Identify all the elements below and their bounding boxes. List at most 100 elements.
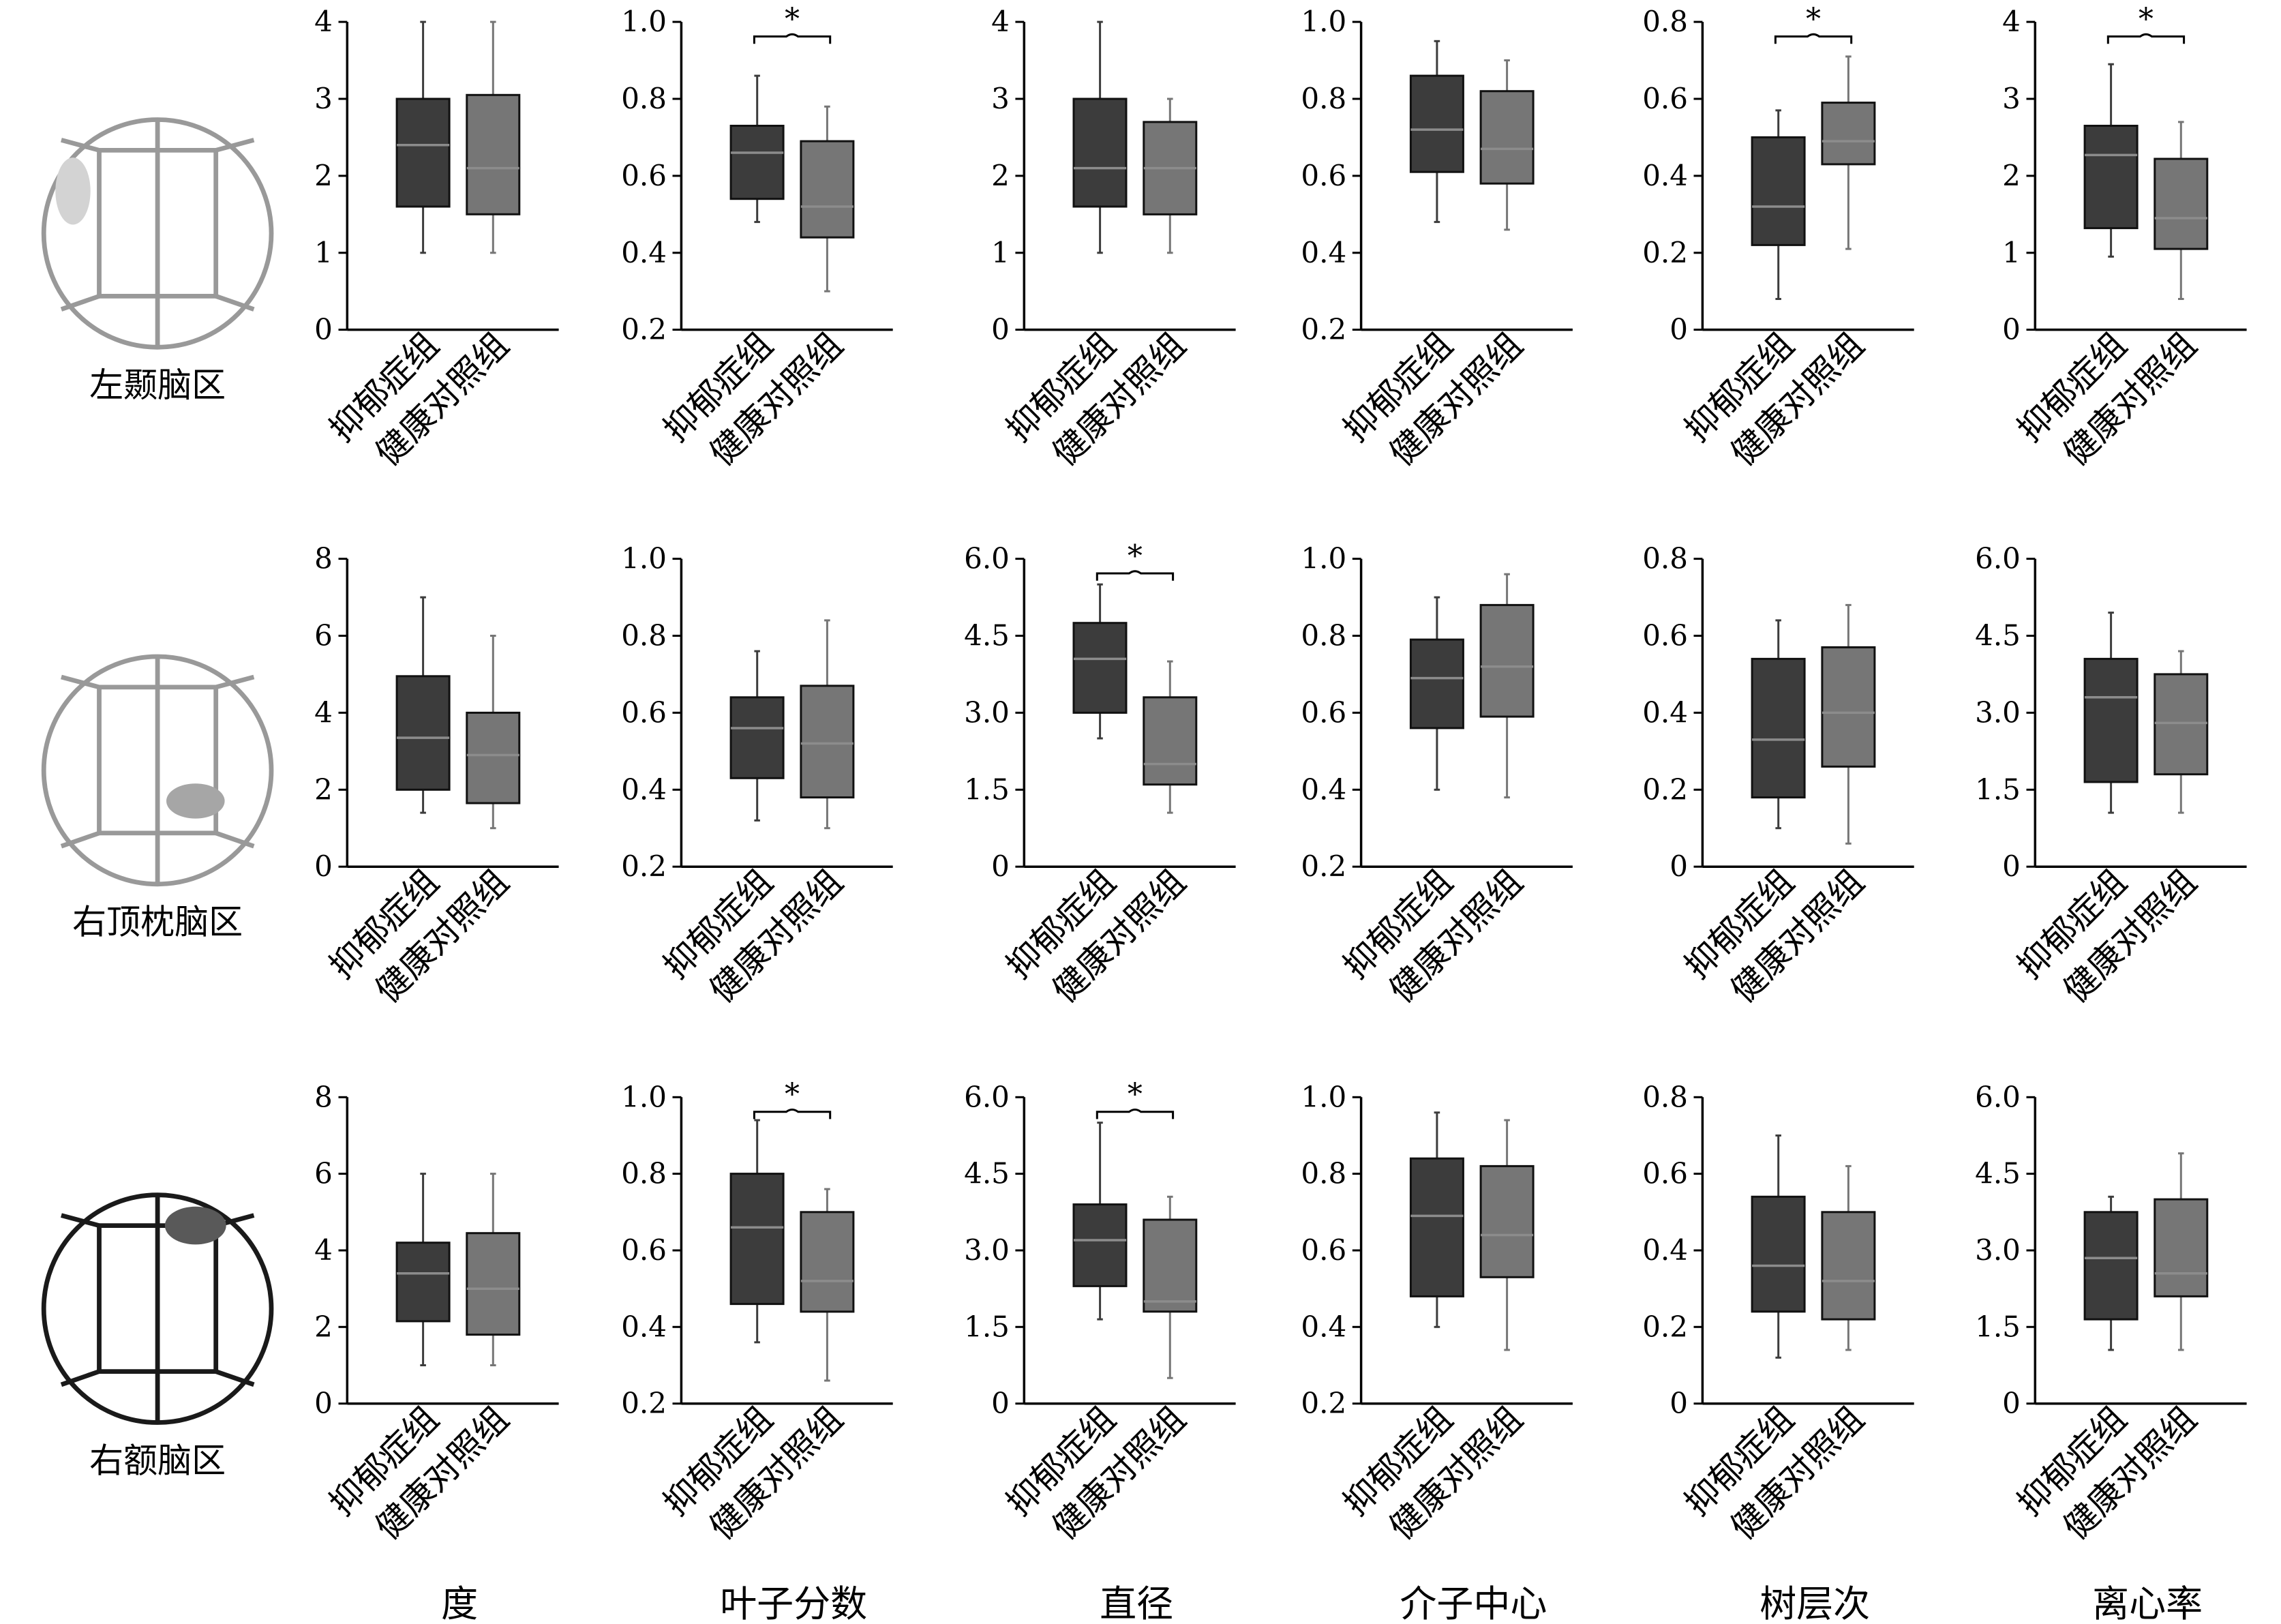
metric-label: 介子中心: [1400, 1582, 1547, 1624]
y-tick-label: 0.6: [1301, 159, 1346, 192]
y-tick-label: 4: [314, 695, 333, 729]
y-tick-label: 0.8: [1642, 5, 1688, 38]
iqr-box: [1479, 603, 1535, 718]
y-tick-label: 0.2: [621, 313, 667, 346]
metric-label: 树层次: [1759, 1582, 1870, 1624]
iqr-box: [2154, 1198, 2209, 1297]
box-健康对照组: [1479, 1119, 1535, 1351]
y-tick-label: 0.6: [1642, 619, 1688, 652]
y-tick-label: 0: [2002, 1387, 2021, 1420]
box-健康对照组: [800, 619, 855, 830]
region-grid-line: [215, 138, 255, 153]
y-tick-label: 6.0: [964, 1080, 1010, 1113]
box-健康对照组: [466, 635, 521, 830]
iqr-box: [466, 711, 521, 805]
activation-spot: [55, 157, 91, 225]
iqr-box: [395, 97, 451, 208]
iqr-box: [800, 140, 855, 239]
y-tick-label: 2: [314, 772, 333, 806]
y-tick-label: 0: [2002, 313, 2021, 346]
box-抑郁症组: [395, 1173, 451, 1366]
y-tick-label: 2: [314, 159, 333, 192]
significance-star: *: [1128, 539, 1143, 573]
y-tick-label: 8: [314, 1080, 333, 1113]
y-tick-label: 6: [314, 619, 333, 652]
box-抑郁症组: [1409, 596, 1464, 791]
region-label: 右额脑区: [89, 1441, 226, 1480]
y-tick-label: 2: [2002, 159, 2021, 192]
y-tick-label: 0.2: [1301, 313, 1346, 346]
y-tick-label: 4.5: [964, 619, 1010, 652]
y-tick-label: 3.0: [1975, 1233, 2021, 1267]
y-tick-label: 3: [2002, 82, 2021, 115]
y-tick-label: 0.2: [1642, 236, 1688, 269]
box-健康对照组: [800, 105, 855, 292]
y-tick-label: 0.4: [1301, 236, 1346, 269]
y-tick-label: 0.6: [1642, 82, 1688, 115]
region-grid-line: [60, 830, 100, 849]
iqr-box: [800, 1211, 855, 1313]
iqr-box: [729, 1173, 785, 1306]
y-tick-label: 0.2: [1301, 849, 1346, 883]
box-抑郁症组: [395, 20, 451, 254]
metric-label: 叶子分数: [720, 1582, 867, 1624]
y-tick-label: 0.8: [1642, 542, 1688, 575]
iqr-box: [1479, 90, 1535, 185]
region-label: 左颞脑区: [89, 365, 226, 405]
region-grid-line: [61, 138, 100, 153]
box-健康对照组: [1821, 1164, 1876, 1351]
activation-spot: [164, 1206, 226, 1245]
significance-bracket: [1096, 1109, 1175, 1119]
region-grid-line: [60, 1369, 100, 1387]
y-tick-label: 3.0: [964, 695, 1010, 729]
activation-spot: [166, 783, 225, 819]
y-tick-label: 0.2: [621, 1387, 667, 1420]
iqr-box: [1143, 1218, 1198, 1313]
box-抑郁症组: [2083, 1195, 2139, 1351]
y-tick-label: 1.0: [1301, 542, 1346, 575]
iqr-box: [1072, 1203, 1128, 1287]
y-tick-label: 1.5: [1975, 1310, 2021, 1343]
y-tick-label: 1: [991, 236, 1010, 269]
box-健康对照组: [800, 1188, 855, 1382]
y-tick-label: 0.6: [1301, 695, 1346, 729]
y-tick-label: 0.4: [1642, 1233, 1688, 1267]
region-grid-line: [215, 1369, 255, 1387]
y-tick-label: 0.2: [1642, 772, 1688, 806]
box-抑郁症组: [2083, 63, 2139, 258]
region-grid-line: [61, 674, 100, 690]
left-temporal-region-icon: [41, 117, 274, 350]
box-健康对照组: [2154, 650, 2209, 814]
box-健康对照组: [1479, 59, 1535, 231]
y-tick-label: 1.0: [621, 5, 667, 38]
significance-star: *: [785, 2, 800, 37]
y-tick-label: 1: [2002, 236, 2021, 269]
box-抑郁症组: [729, 1119, 785, 1344]
box-抑郁症组: [1409, 1111, 1464, 1328]
y-tick-label: 0.2: [621, 849, 667, 883]
iqr-box: [466, 1232, 521, 1336]
y-tick-label: 1.5: [1975, 772, 2021, 806]
box-抑郁症组: [1409, 40, 1464, 224]
significance-bracket: [1774, 33, 1853, 44]
iqr-box: [1821, 102, 1876, 166]
significance-star: *: [785, 1077, 800, 1112]
significance-bracket: [1096, 570, 1175, 581]
region-grid-line: [61, 1213, 100, 1228]
y-tick-label: 1.0: [1301, 1080, 1346, 1113]
y-tick-label: 6: [314, 1157, 333, 1190]
iqr-box: [1072, 97, 1128, 208]
y-tick-label: 4: [314, 1233, 333, 1267]
y-tick-label: 0.4: [1301, 1310, 1346, 1343]
y-tick-label: 0.8: [1301, 82, 1346, 115]
